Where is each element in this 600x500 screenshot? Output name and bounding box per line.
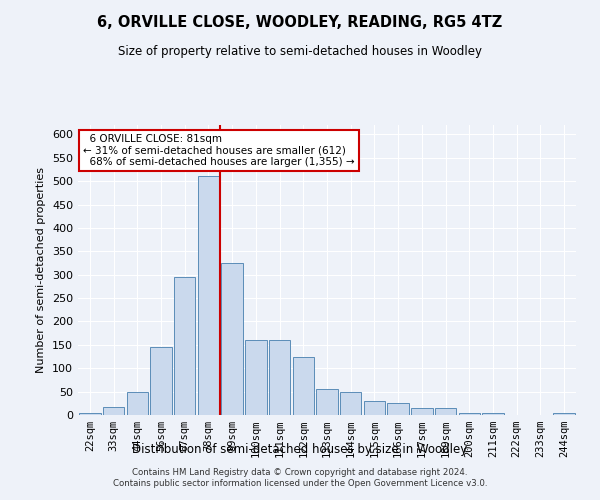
- Text: Contains HM Land Registry data © Crown copyright and database right 2024.
Contai: Contains HM Land Registry data © Crown c…: [113, 468, 487, 487]
- Bar: [221, 263, 243, 415]
- Text: 6, ORVILLE CLOSE, WOODLEY, READING, RG5 4TZ: 6, ORVILLE CLOSE, WOODLEY, READING, RG5 …: [97, 15, 503, 30]
- Text: Size of property relative to semi-detached houses in Woodley: Size of property relative to semi-detach…: [118, 45, 482, 58]
- Text: Distribution of semi-detached houses by size in Woodley: Distribution of semi-detached houses by …: [133, 442, 467, 456]
- Bar: [388, 404, 409, 415]
- Bar: [269, 340, 290, 415]
- Bar: [198, 176, 219, 415]
- Bar: [293, 356, 314, 415]
- Bar: [458, 412, 480, 415]
- Bar: [245, 340, 266, 415]
- Bar: [435, 408, 456, 415]
- Bar: [174, 277, 196, 415]
- Bar: [364, 401, 385, 415]
- Bar: [411, 408, 433, 415]
- Bar: [79, 412, 101, 415]
- Text: 6 ORVILLE CLOSE: 81sqm
← 31% of semi-detached houses are smaller (612)
  68% of : 6 ORVILLE CLOSE: 81sqm ← 31% of semi-det…: [83, 134, 355, 167]
- Y-axis label: Number of semi-detached properties: Number of semi-detached properties: [37, 167, 46, 373]
- Bar: [127, 392, 148, 415]
- Bar: [316, 390, 338, 415]
- Bar: [482, 412, 503, 415]
- Bar: [103, 406, 124, 415]
- Bar: [553, 412, 575, 415]
- Bar: [151, 347, 172, 415]
- Bar: [340, 392, 361, 415]
